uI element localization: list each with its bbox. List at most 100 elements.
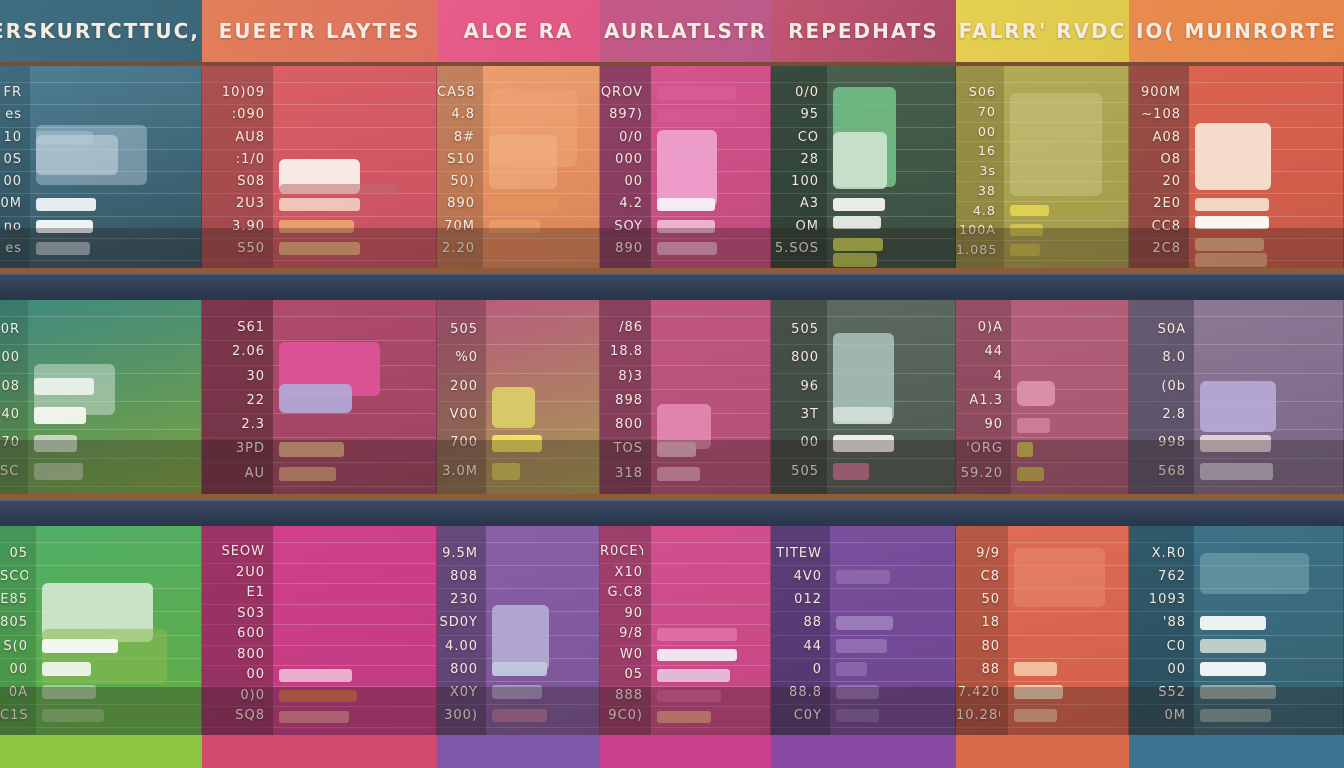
gridline [771,215,955,217]
value-label: 0M [1164,707,1186,723]
gridline [956,101,1128,103]
value-label: 1093 [1148,592,1186,608]
value-label: 1.085 [956,242,996,258]
value-label: 10)09 [221,85,265,100]
gridline [1129,565,1343,567]
gridline [0,260,201,261]
gridline [771,657,955,659]
gridline [771,148,955,150]
gridline [437,401,599,402]
gridline [202,486,436,487]
panel-cell: 05 SCO E85 805 S(0 00 0A C1S [0,526,202,735]
value-label: AU8 [235,129,265,145]
gridline [1129,171,1343,172]
cell-number-strip [771,300,827,494]
ghost-bar [492,604,549,672]
value-label: 762 [1158,569,1186,585]
value-label: '88 [1162,615,1186,631]
gridline [437,372,599,374]
column-header: IO( MUINRORTE [1129,0,1344,62]
gridline [437,237,599,239]
value-label: 96 [800,378,819,394]
value-label: 4.8 [451,107,475,123]
gridline [600,603,770,605]
cell-number-strip [771,526,830,735]
column-header-label: FALRR' RVDC [958,19,1127,43]
value-label: SQ8 [235,708,265,724]
value-bar [492,708,547,723]
gridline [202,82,436,83]
cell-number-strip [956,66,1004,268]
gridline [202,437,436,439]
value-bar [492,685,542,700]
panel-cell: 0R 00 08 40 70 SCO [0,300,202,494]
gridline [771,680,955,682]
gridline [437,634,599,636]
column-header: EUEETR LAYTES [202,0,437,62]
gridline [202,644,436,646]
gridline [600,562,770,564]
gridline [0,680,201,682]
cell-number-strip [0,526,36,735]
value-label: SOY [614,218,643,234]
gridline [1129,542,1343,543]
gridline [0,344,201,346]
value-bar [1195,237,1264,251]
gridline [771,171,955,172]
panel-cell: FR es 10 0S 00 0M no es [0,66,202,268]
bottom-color-chip [956,735,1129,768]
value-label: 2U0 [235,564,265,580]
gridline [956,240,1128,242]
gridline [771,611,955,613]
cell-number-strip [600,526,651,735]
column-header: ERSKURTCTTUC, [0,0,202,62]
value-bar [42,708,105,723]
gridline [600,126,770,128]
gridline [771,344,955,346]
gridline [600,486,770,487]
ghost-bar [34,363,115,415]
value-label: 4.2 [619,196,643,212]
value-bar [36,197,96,211]
bottom-color-chip [771,735,956,768]
value-bar [492,662,547,677]
gridline [600,413,770,415]
value-label: 9C0) [608,708,643,724]
value-label: 5.SOS [774,240,819,256]
value-bar [279,242,360,256]
value-label: G.C8 [607,585,643,601]
panel-cell: R0CEY X10 G.C8 90 9/8 W0 05 888 9C0) [600,526,771,735]
gridline [202,665,436,667]
ghost-bar [1010,92,1103,196]
value-label: W0 [619,646,643,662]
cell-number-strip [1129,66,1189,268]
value-label: 505 [791,322,819,337]
value-label: 0A [8,684,28,700]
value-label: 2.8 [1162,407,1186,422]
value-label: QROV [600,85,643,100]
gridline [1129,215,1343,217]
ghost-bar [42,582,154,642]
value-label: 08 [1,378,20,394]
value-bar [279,690,357,703]
value-label: 230 [450,592,478,608]
value-bar [836,662,868,677]
cell-number-strip [1129,300,1194,494]
value-bar [657,690,721,703]
gridline [0,401,201,402]
gridline [1129,401,1343,402]
row-shade-overlay [0,227,1344,268]
cell-number-strip [202,66,273,268]
value-label: 700 [450,435,478,451]
gridline [600,340,770,342]
row-shade-overlay [0,686,1344,735]
column-header: ALOE RA [437,0,600,62]
gridline [956,727,1128,728]
cell-number-strip [956,300,1011,494]
bottom-color-chip [0,735,202,768]
gridline [437,680,599,682]
gridline [0,193,201,195]
ghost-bar [833,131,888,189]
value-bar [42,662,91,677]
gridline [1129,126,1343,128]
